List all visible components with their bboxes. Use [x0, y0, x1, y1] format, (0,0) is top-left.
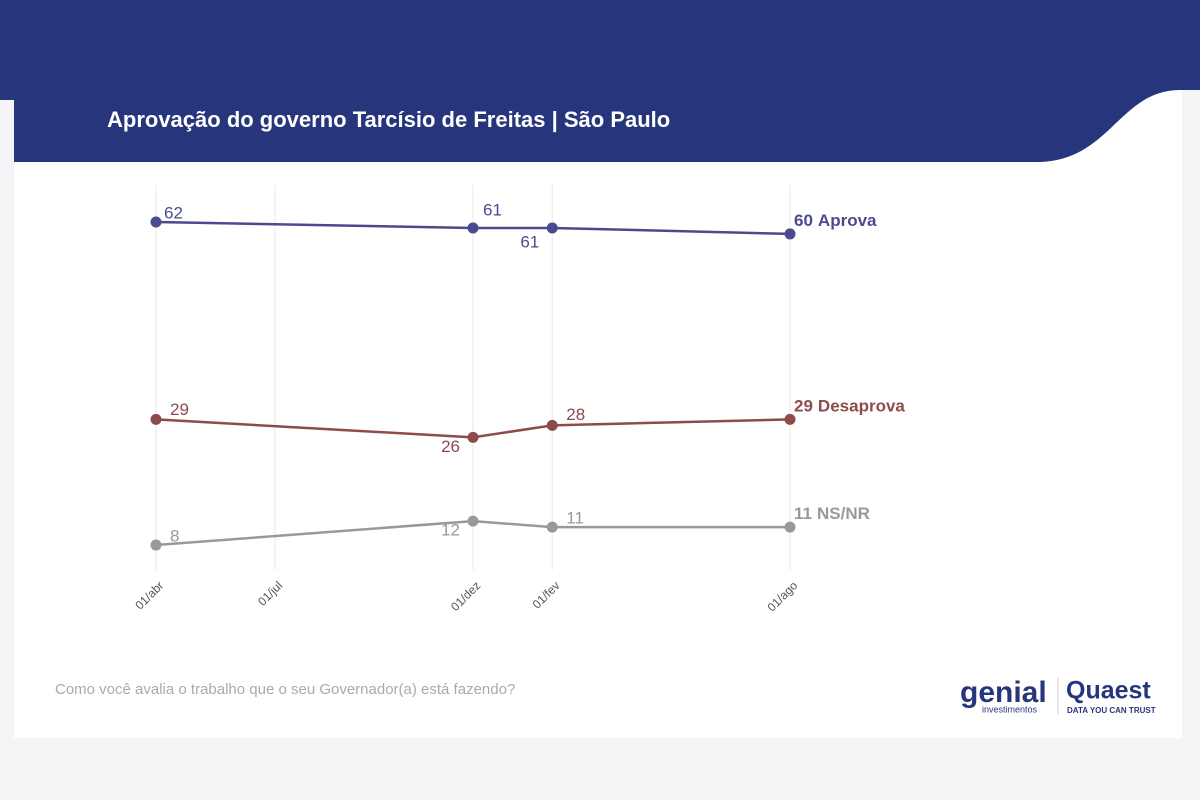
data-label: 12 — [441, 521, 460, 540]
series-line — [155, 220, 791, 236]
logo-quaest-sub: DATA YOU CAN TRUST — [1067, 706, 1156, 715]
point — [150, 413, 162, 425]
end-label-value: 29 — [794, 397, 813, 416]
logo-genial: genial — [960, 676, 1047, 709]
data-label: 11 — [566, 509, 584, 528]
data-label: 61 — [483, 200, 502, 219]
header-band — [0, 0, 1200, 162]
point — [546, 222, 558, 234]
point — [784, 228, 796, 240]
data-label: 61 — [520, 232, 539, 251]
point — [150, 539, 162, 551]
point — [467, 222, 479, 234]
series-line — [155, 418, 791, 439]
point — [784, 521, 796, 533]
end-label: 60 Aprova — [794, 211, 877, 230]
chart-title: Aprovação do governo Tarcísio de Freitas… — [107, 107, 670, 132]
data-label: 29 — [170, 400, 189, 419]
data-label: 62 — [164, 203, 183, 222]
logo-genial-sub: investimentos — [982, 704, 1038, 714]
data-label: 28 — [566, 405, 585, 424]
series-line — [155, 519, 790, 547]
data-label: 26 — [441, 437, 460, 456]
question: Como você avalia o trabalho que o seu Go… — [55, 681, 515, 698]
point — [150, 216, 162, 228]
point — [784, 413, 796, 425]
point — [546, 419, 558, 431]
point — [467, 431, 479, 443]
data-label: 8 — [170, 527, 179, 546]
legend-entry: NS/NR — [817, 505, 870, 524]
legend-entry: Aprova — [818, 211, 877, 230]
end-label: 11 NS/NR — [794, 505, 870, 524]
point — [546, 521, 558, 533]
logo-quaest: Quaest — [1066, 677, 1151, 705]
legend-entry: Desaprova — [818, 397, 905, 416]
point — [467, 515, 479, 527]
end-label-value: 11 — [794, 505, 812, 524]
end-label: 29 Desaprova — [794, 397, 905, 416]
end-label-value: 60 — [794, 211, 813, 230]
